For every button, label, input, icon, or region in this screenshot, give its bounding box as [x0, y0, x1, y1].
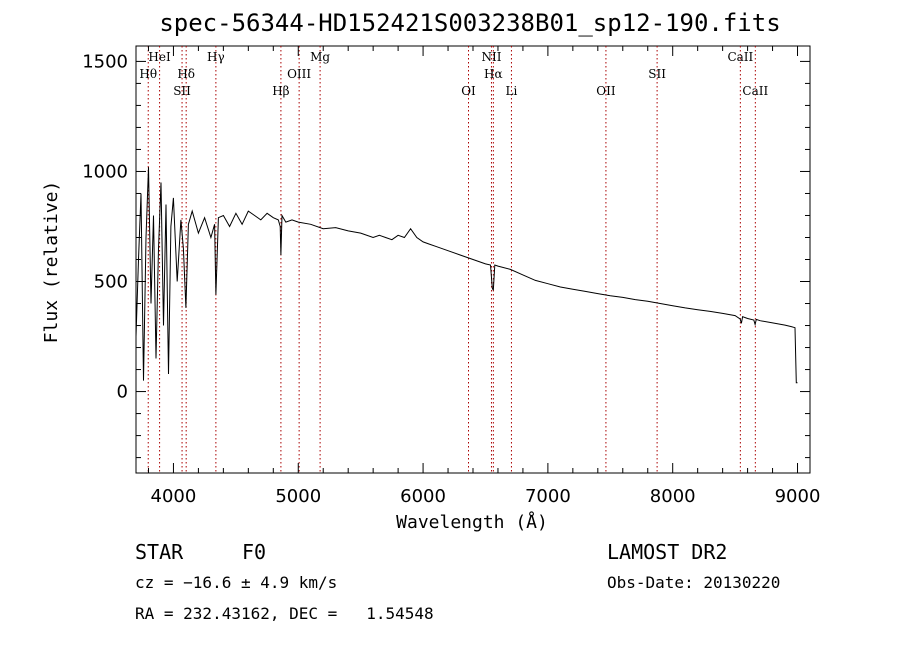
spectral-line-label: Hβ — [272, 84, 289, 98]
x-tick-label: 7000 — [525, 486, 571, 507]
spectral-line-label: OIII — [287, 67, 311, 81]
spectral-line-label: CaII — [742, 84, 768, 98]
y-tick-label: 0 — [117, 382, 128, 403]
y-tick-label: 500 — [94, 272, 128, 293]
survey-name: LAMOST DR2 — [607, 540, 727, 564]
x-tick-label: 9000 — [775, 486, 821, 507]
spectral-line-label: HeI — [148, 50, 171, 64]
ra-dec: RA = 232.43162, DEC = 1.54548 — [135, 604, 434, 623]
spectral-line-label: Hα — [484, 67, 503, 81]
object-subclass: F0 — [242, 540, 266, 564]
x-tick-label: 4000 — [151, 486, 197, 507]
x-axis-label: Wavelength (Å) — [396, 511, 548, 533]
spectral-line-label: OI — [461, 84, 476, 98]
spectral-line-label: Hγ — [207, 50, 225, 64]
spectral-line-label: SII — [173, 84, 191, 98]
observation-date: Obs-Date: 20130220 — [607, 573, 780, 592]
y-tick-label: 1500 — [82, 51, 128, 72]
spectral-line-label: NII — [481, 50, 501, 64]
spectral-line-label: SII — [648, 67, 666, 81]
spectral-line-label: CaII — [727, 50, 753, 64]
spectral-line-label: Hθ — [139, 67, 157, 81]
spectral-line-label: Li — [506, 84, 518, 98]
chart-title: spec-56344-HD152421S003238B01_sp12-190.f… — [159, 9, 780, 37]
spectral-line-markers — [147, 46, 756, 473]
x-tick-label: 6000 — [400, 486, 446, 507]
spectrum-line — [135, 167, 798, 384]
redshift-cz: cz = −16.6 ± 4.9 km/s — [135, 573, 337, 592]
y-axis-label: Flux (relative) — [41, 181, 62, 344]
x-tick-label: 8000 — [650, 486, 696, 507]
x-tick-label: 5000 — [275, 486, 321, 507]
y-tick-label: 1000 — [82, 161, 128, 182]
spectral-line-label: Mg — [310, 50, 330, 64]
object-class: STAR — [135, 540, 184, 564]
x-axis-ticks: 4000 5000 6000 7000 8000 9000 — [147, 46, 821, 507]
y-axis-ticks: 0 500 1000 1500 — [82, 51, 810, 459]
spectral-line-label: OII — [596, 84, 616, 98]
spectral-line-label: Hδ — [177, 67, 195, 81]
